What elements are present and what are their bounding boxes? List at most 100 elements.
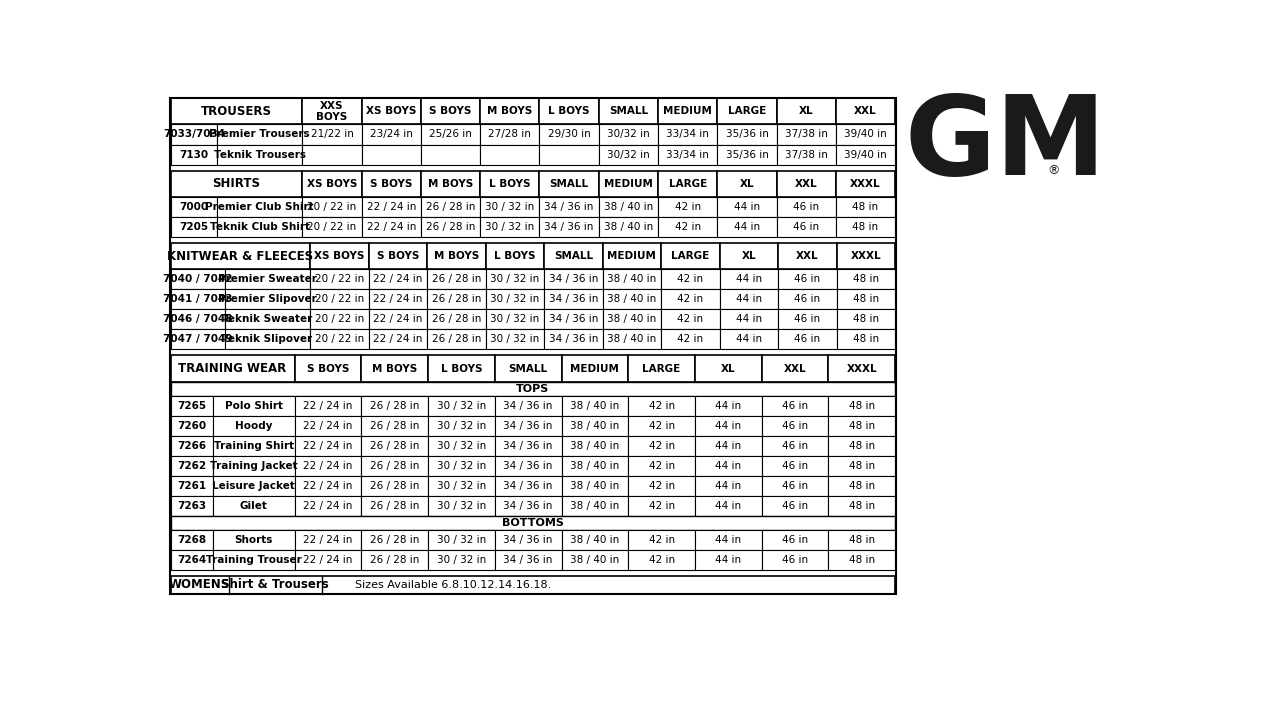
Text: 20 / 22 in: 20 / 22 in: [307, 222, 357, 232]
Bar: [171, 576, 895, 594]
Text: 30 / 32 in: 30 / 32 in: [437, 421, 487, 431]
Bar: [661, 243, 719, 269]
Bar: [661, 309, 719, 329]
Bar: [718, 145, 777, 165]
Text: L BOYS: L BOYS: [489, 179, 530, 189]
Bar: [369, 329, 428, 349]
Bar: [695, 496, 761, 515]
Text: 44 in: 44 in: [715, 421, 741, 431]
Text: 46 in: 46 in: [782, 500, 808, 510]
Text: 20 / 22 in: 20 / 22 in: [315, 274, 363, 284]
Bar: [171, 124, 217, 145]
Bar: [719, 269, 778, 289]
Text: 7266: 7266: [177, 440, 207, 450]
Bar: [695, 435, 761, 455]
Bar: [169, 98, 896, 594]
Bar: [485, 309, 544, 329]
Text: LARGE: LARGE: [669, 179, 706, 189]
Text: Premier Slipover: Premier Slipover: [218, 294, 317, 304]
Text: 38 / 40 in: 38 / 40 in: [603, 222, 654, 232]
Bar: [628, 529, 695, 549]
Text: XL: XL: [740, 179, 754, 189]
Bar: [369, 289, 428, 309]
Bar: [213, 455, 294, 476]
Text: S BOYS: S BOYS: [307, 364, 349, 374]
Text: 42 in: 42 in: [648, 401, 674, 411]
Bar: [544, 329, 602, 349]
Text: XS BOYS: XS BOYS: [307, 179, 357, 189]
Bar: [695, 529, 761, 549]
Bar: [659, 197, 718, 217]
Text: 48 in: 48 in: [853, 274, 880, 284]
Text: Training Jacket: Training Jacket: [211, 461, 298, 471]
Text: 26 / 28 in: 26 / 28 in: [370, 534, 420, 544]
Bar: [761, 529, 828, 549]
Text: 38 / 40 in: 38 / 40 in: [570, 421, 619, 431]
Bar: [539, 217, 598, 237]
Bar: [171, 395, 213, 416]
Text: S BOYS: S BOYS: [370, 179, 412, 189]
Text: SMALL: SMALL: [609, 106, 648, 116]
Bar: [171, 243, 309, 269]
Bar: [171, 356, 294, 382]
Bar: [828, 395, 895, 416]
Bar: [369, 269, 428, 289]
Bar: [171, 382, 895, 395]
Bar: [302, 124, 362, 145]
Text: 42 in: 42 in: [648, 421, 674, 431]
Bar: [837, 309, 895, 329]
Text: Premier Trousers: Premier Trousers: [209, 129, 309, 140]
Text: Premier Club Shirt: Premier Club Shirt: [205, 202, 315, 212]
Bar: [661, 289, 719, 309]
Bar: [428, 395, 494, 416]
Bar: [719, 309, 778, 329]
Text: Training Shirt: Training Shirt: [214, 440, 294, 450]
Bar: [171, 529, 213, 549]
Bar: [628, 395, 695, 416]
Bar: [428, 416, 494, 435]
Bar: [294, 435, 361, 455]
Text: SHIRTS: SHIRTS: [212, 177, 261, 190]
Text: 7261: 7261: [177, 481, 207, 491]
Text: 7041 / 7043: 7041 / 7043: [163, 294, 232, 304]
Bar: [761, 455, 828, 476]
Bar: [494, 529, 561, 549]
Text: 48 in: 48 in: [853, 315, 880, 325]
Text: 35/36 in: 35/36 in: [725, 129, 768, 140]
Text: MEDIUM: MEDIUM: [570, 364, 619, 374]
Bar: [598, 124, 659, 145]
Bar: [362, 124, 421, 145]
Text: 37/38 in: 37/38 in: [785, 150, 828, 160]
Bar: [213, 476, 294, 496]
Bar: [778, 269, 837, 289]
Text: L BOYS: L BOYS: [440, 364, 483, 374]
Bar: [361, 496, 428, 515]
Text: XXL: XXL: [783, 364, 806, 374]
Text: MEDIUM: MEDIUM: [603, 179, 652, 189]
Bar: [494, 549, 561, 570]
Text: TRAINING WEAR: TRAINING WEAR: [178, 362, 286, 375]
Bar: [171, 549, 213, 570]
Text: 46 in: 46 in: [782, 461, 808, 471]
Text: 7047 / 7049: 7047 / 7049: [163, 334, 232, 344]
Text: 34 / 36 in: 34 / 36 in: [503, 500, 553, 510]
Text: 22 / 24 in: 22 / 24 in: [374, 334, 422, 344]
Text: XXXL: XXXL: [850, 179, 881, 189]
Bar: [171, 289, 225, 309]
Bar: [695, 455, 761, 476]
Bar: [302, 197, 362, 217]
Text: 26 / 28 in: 26 / 28 in: [426, 202, 475, 212]
Text: 34 / 36 in: 34 / 36 in: [503, 440, 553, 450]
Text: 34 / 36 in: 34 / 36 in: [503, 461, 553, 471]
Bar: [828, 435, 895, 455]
Bar: [225, 329, 309, 349]
Text: 22 / 24 in: 22 / 24 in: [303, 461, 353, 471]
Bar: [294, 549, 361, 570]
Text: 34 / 36 in: 34 / 36 in: [503, 481, 553, 491]
Text: TOPS: TOPS: [516, 384, 550, 393]
Text: 29/30 in: 29/30 in: [548, 129, 591, 140]
Bar: [480, 171, 539, 197]
Bar: [302, 98, 362, 124]
Text: 35/36 in: 35/36 in: [725, 150, 768, 160]
Text: WOMENS: WOMENS: [169, 578, 230, 591]
